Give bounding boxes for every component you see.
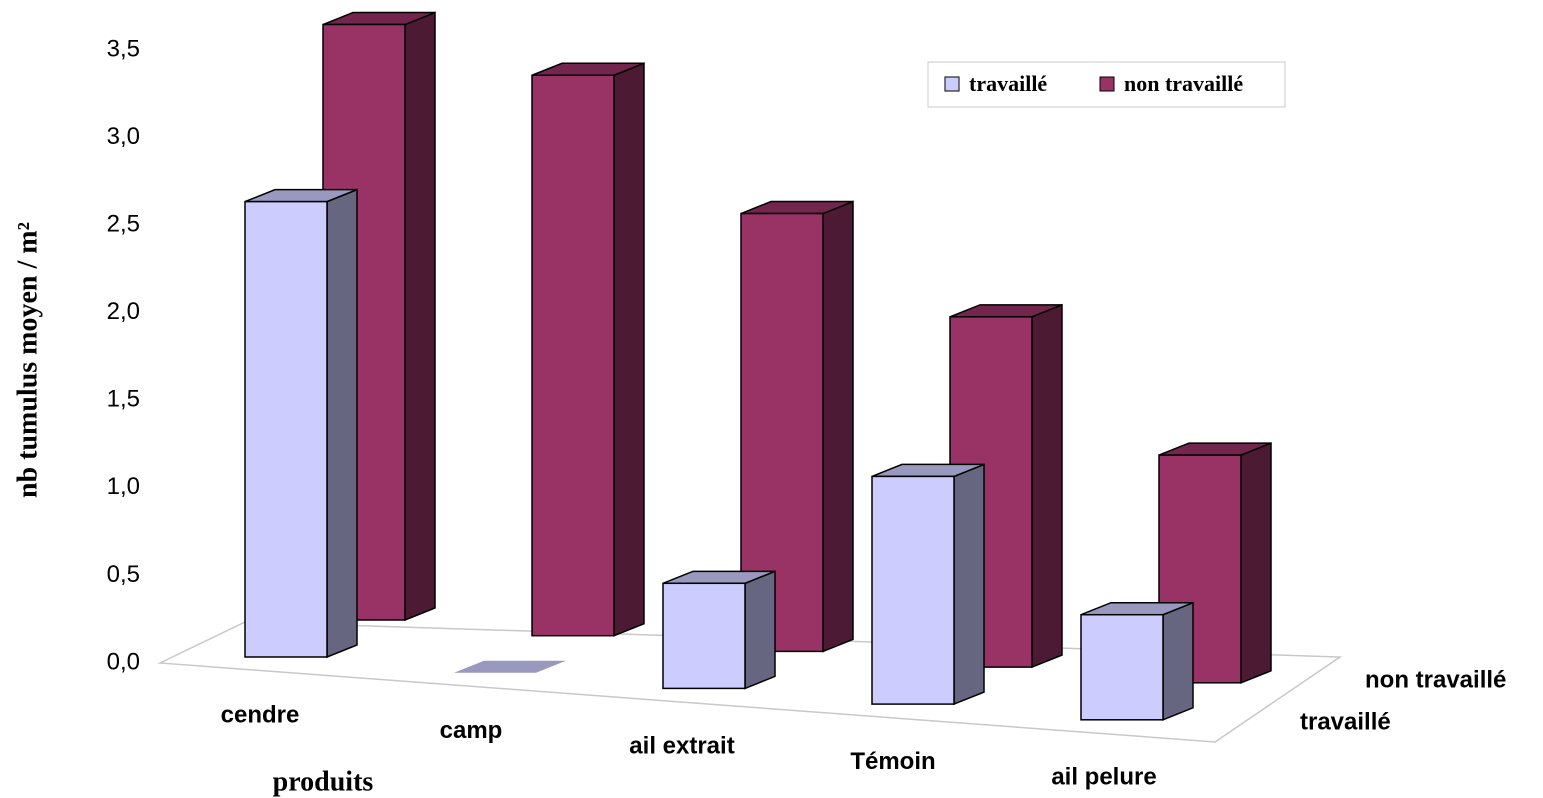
bar xyxy=(662,582,746,690)
y-axis-title: nb tumulus moyen / m² xyxy=(12,222,43,498)
legend-swatch xyxy=(944,76,960,92)
depth-label: travaillé xyxy=(1300,708,1391,735)
legend-label: travaillé xyxy=(969,71,1047,96)
bar-3d xyxy=(454,660,566,673)
bar xyxy=(244,200,328,658)
x-tick-label: cendre xyxy=(221,701,300,728)
x-tick-label: Témoin xyxy=(850,748,935,775)
bar-side xyxy=(1240,442,1272,684)
bar-side xyxy=(1162,601,1194,721)
y-tick-label: 3,5 xyxy=(107,35,140,62)
bar xyxy=(871,475,955,705)
bar-3d xyxy=(531,62,645,637)
bar-side xyxy=(404,11,436,622)
x-tick-label: ail pelure xyxy=(1051,763,1156,790)
bar xyxy=(531,74,615,637)
y-tick-label: 1,0 xyxy=(107,473,140,500)
bar-top xyxy=(454,660,566,673)
bar-side xyxy=(953,463,985,706)
y-tick-label: 2,0 xyxy=(107,298,140,325)
legend-label: non travaillé xyxy=(1124,71,1243,96)
depth-label: non travaillé xyxy=(1365,666,1506,693)
x-axis-title: produits xyxy=(273,766,374,797)
y-tick-label: 3,0 xyxy=(107,123,140,150)
bar-side xyxy=(326,188,358,659)
y-tick-label: 2,5 xyxy=(107,210,140,237)
bar-3d xyxy=(662,570,776,690)
bar-side xyxy=(1031,303,1063,669)
bar-3d xyxy=(871,463,985,706)
y-tick-label: 1,5 xyxy=(107,386,140,413)
legend-swatch xyxy=(1099,76,1115,92)
y-tick-label: 0,5 xyxy=(107,561,140,588)
bar-side xyxy=(613,62,645,637)
bar-3d xyxy=(244,188,358,659)
x-tick-label: ail extrait xyxy=(629,732,734,759)
bar-side xyxy=(822,200,854,653)
bar xyxy=(1080,613,1164,721)
x-tick-label: camp xyxy=(440,717,503,744)
bar-side xyxy=(744,570,776,690)
y-tick-label: 0,0 xyxy=(107,648,140,675)
bar-3d xyxy=(1080,601,1194,721)
